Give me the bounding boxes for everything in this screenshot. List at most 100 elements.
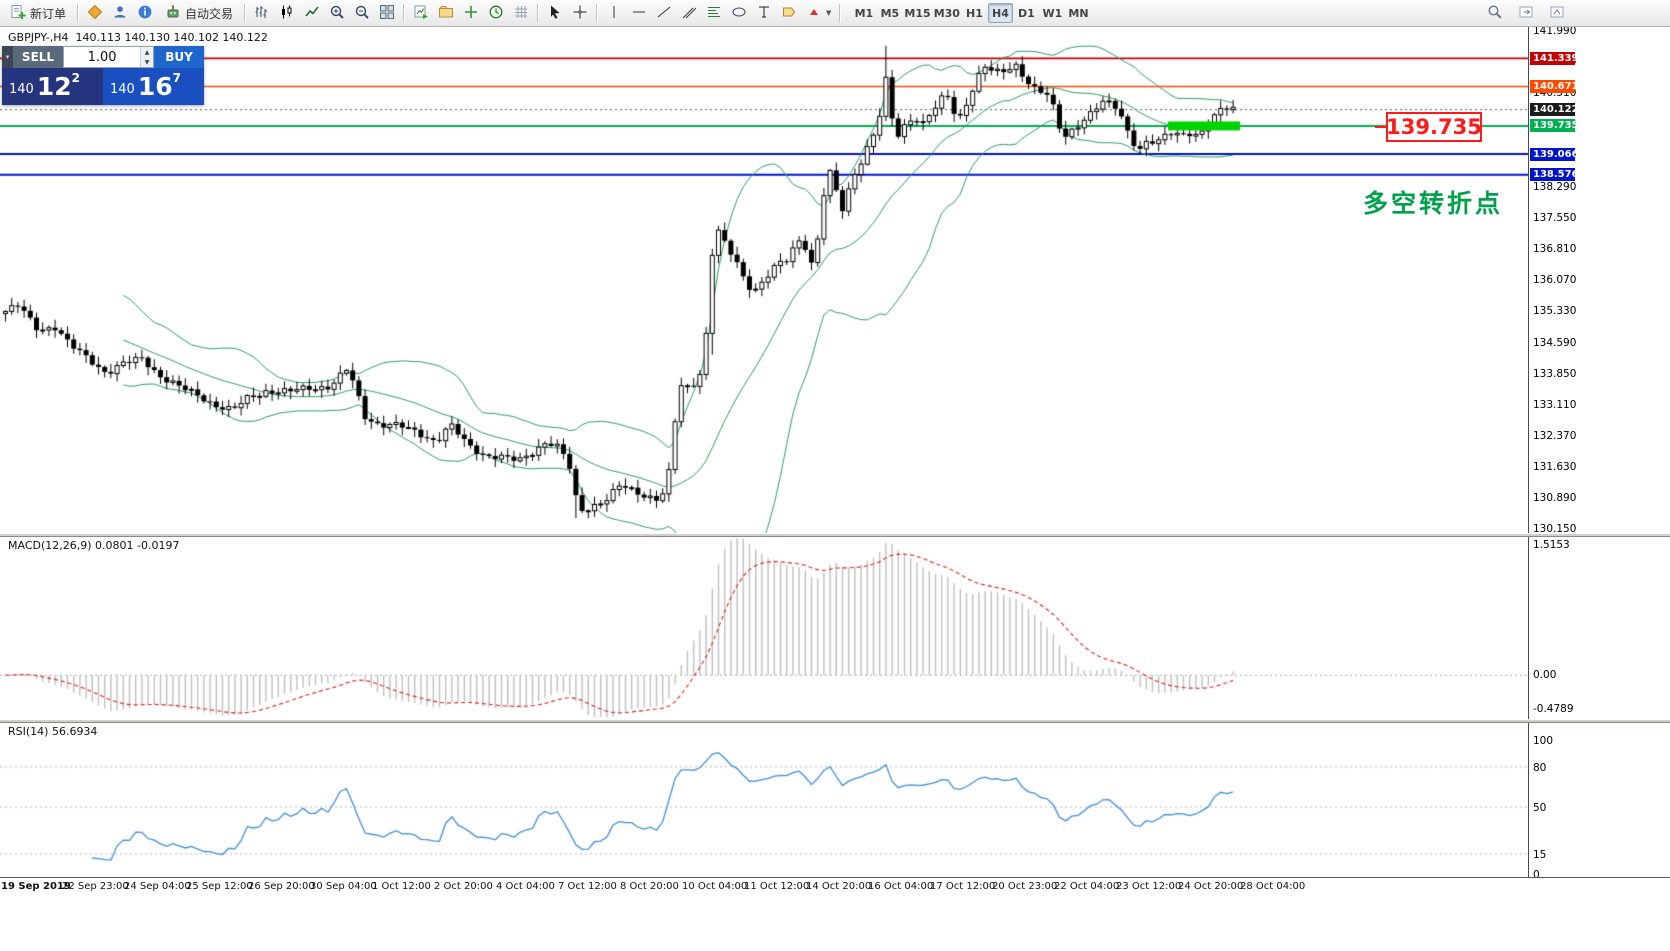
price-axis[interactable]: 141.990141.250140.510139.770139.030138.2… [1528, 25, 1579, 881]
timeframe-m15-button[interactable]: M15 [904, 6, 931, 20]
price-annotation-box[interactable]: 139.735 [1386, 112, 1482, 142]
time-label: 19 Sep 2019 [1, 881, 71, 892]
channel-icon [681, 4, 697, 23]
arrow-icon [806, 4, 822, 23]
clock-icon [488, 4, 504, 23]
time-axis[interactable]: 19 Sep 2019 22 Sep 23:00 24 Sep 04:00 25 Se… [0, 877, 1670, 897]
timeframe-h1-button[interactable]: H1 [966, 6, 983, 20]
price-axis-label: 136.070 [1533, 274, 1577, 287]
zoom-in-button[interactable] [325, 2, 349, 24]
time-label: 17 Oct 12:00 [930, 881, 996, 892]
volume-up-button[interactable]: ▲ [141, 47, 153, 57]
time-label: 23 Oct 12:00 [1116, 881, 1182, 892]
bid-main: 140 [9, 82, 34, 97]
timeframe-mn-button[interactable]: MN [1068, 6, 1089, 20]
price-badge: 140.671 [1530, 80, 1579, 94]
sell-button[interactable]: SELL [13, 46, 63, 68]
mql-market-button[interactable] [83, 2, 107, 24]
zoom-out-icon [354, 4, 370, 23]
price-axis-label: 130.150 [1533, 523, 1577, 536]
volume-field-wrap: ▲ ▼ [63, 46, 154, 68]
auto-trading-label: 自动交易 [185, 6, 234, 21]
rsi-scale-label: 100 [1533, 735, 1554, 747]
timeframe-w1-button[interactable]: W1 [1042, 6, 1063, 20]
volume-input[interactable] [64, 47, 141, 67]
timeframe-m1-button[interactable]: M1 [854, 6, 874, 20]
community-button[interactable] [108, 2, 132, 24]
price-badge: 139.066 [1530, 147, 1579, 161]
horizontal-line-icon [631, 4, 647, 23]
bid-sup: 2 [71, 71, 80, 85]
chart-shift-button[interactable] [1514, 2, 1538, 24]
crosshair-plus-button[interactable] [459, 2, 483, 24]
new-order-label: 新订单 [30, 6, 67, 21]
ask-sup: 7 [172, 71, 181, 85]
time-label: 24 Sep 04:00 [124, 881, 191, 892]
auto-scroll-button[interactable] [1545, 2, 1569, 24]
info-button[interactable] [133, 2, 157, 24]
arrows-tool-button[interactable]: ▼ [802, 2, 835, 24]
time-label: 8 Oct 20:00 [620, 881, 679, 892]
time-label: 20 Oct 23:00 [992, 881, 1058, 892]
timeframe-d1-button[interactable]: D1 [1018, 6, 1035, 20]
one-click-collapse-button[interactable]: ▾ [2, 46, 13, 68]
toolbar-separator [77, 4, 80, 22]
auto-scroll-icon [1549, 4, 1565, 23]
big-sell-price-button[interactable]: 140 12 2 [2, 68, 103, 105]
big-buy-price-button[interactable]: 140 16 7 [103, 68, 204, 105]
channel-tool-button[interactable] [677, 2, 701, 24]
auto-trading-button[interactable]: 自动交易 [158, 2, 240, 24]
panel-splitter-rsi[interactable] [0, 719, 1670, 723]
timeframe-group: M1 M5 M15 M30 H1 H4 D1 W1 MN [851, 3, 1091, 23]
time-label: 22 Oct 04:00 [1054, 881, 1120, 892]
price-axis-label: 133.110 [1533, 398, 1577, 411]
toolbar-separator [596, 4, 599, 22]
symbol-ohlc-line: GBPJPY-,H4 140.113 140.130 140.102 140.1… [8, 31, 268, 44]
time-label: 7 Oct 12:00 [558, 881, 617, 892]
trendline-tool-button[interactable] [652, 2, 676, 24]
cursor-icon [547, 4, 563, 23]
timeframe-m30-button[interactable]: M30 [933, 6, 960, 20]
buy-button[interactable]: BUY [154, 46, 204, 68]
main-chart-canvas[interactable] [0, 27, 1528, 533]
panel-splitter-macd[interactable] [0, 533, 1670, 537]
bar-chart-button[interactable] [250, 2, 274, 24]
macd-scale-label: -0.4789 [1533, 703, 1574, 715]
timeframe-m5-button[interactable]: M5 [880, 6, 900, 20]
label-tool-button[interactable] [777, 2, 801, 24]
cursor-tool-button[interactable] [543, 2, 567, 24]
text-tool-button[interactable] [752, 2, 776, 24]
rsi-canvas[interactable] [0, 723, 1528, 877]
profiles-button[interactable] [434, 2, 458, 24]
rsi-scale-label: 0 [1533, 869, 1540, 881]
zoom-out-button[interactable] [350, 2, 374, 24]
tile-windows-button[interactable] [375, 2, 399, 24]
turning-point-text[interactable]: 多空转折点 [1363, 189, 1504, 218]
clock-button[interactable] [484, 2, 508, 24]
macd-scale-label: 0.00 [1533, 669, 1557, 682]
timeframe-h4-button[interactable]: H4 [987, 3, 1013, 23]
zoom-in-icon [329, 4, 345, 23]
vertical-line-tool-button[interactable] [602, 2, 626, 24]
toolbar-right-group [1483, 2, 1569, 24]
rsi-label: RSI(14) 56.6934 [8, 725, 98, 738]
time-label: 14 Oct 20:00 [806, 881, 872, 892]
new-order-button[interactable]: 新订单 [3, 2, 73, 24]
new-chart-button[interactable] [409, 2, 433, 24]
candlestick-chart-button[interactable] [275, 2, 299, 24]
price-axis-label: 134.590 [1533, 336, 1577, 349]
volume-down-button[interactable]: ▼ [141, 57, 153, 67]
line-chart-button[interactable] [300, 2, 324, 24]
grid-button[interactable] [509, 2, 533, 24]
price-axis-label: 141.990 [1533, 25, 1577, 37]
macd-canvas[interactable] [0, 537, 1528, 719]
shapes-tool-button[interactable] [727, 2, 751, 24]
crosshair-tool-button[interactable] [568, 2, 592, 24]
search-button[interactable] [1483, 2, 1507, 24]
new-order-icon [10, 4, 26, 23]
rsi-scale-label: 80 [1533, 761, 1547, 774]
fibonacci-tool-button[interactable] [702, 2, 726, 24]
time-label: 22 Sep 23:00 [62, 881, 129, 892]
price-axis-label: 137.550 [1533, 211, 1577, 224]
horizontal-line-tool-button[interactable] [627, 2, 651, 24]
